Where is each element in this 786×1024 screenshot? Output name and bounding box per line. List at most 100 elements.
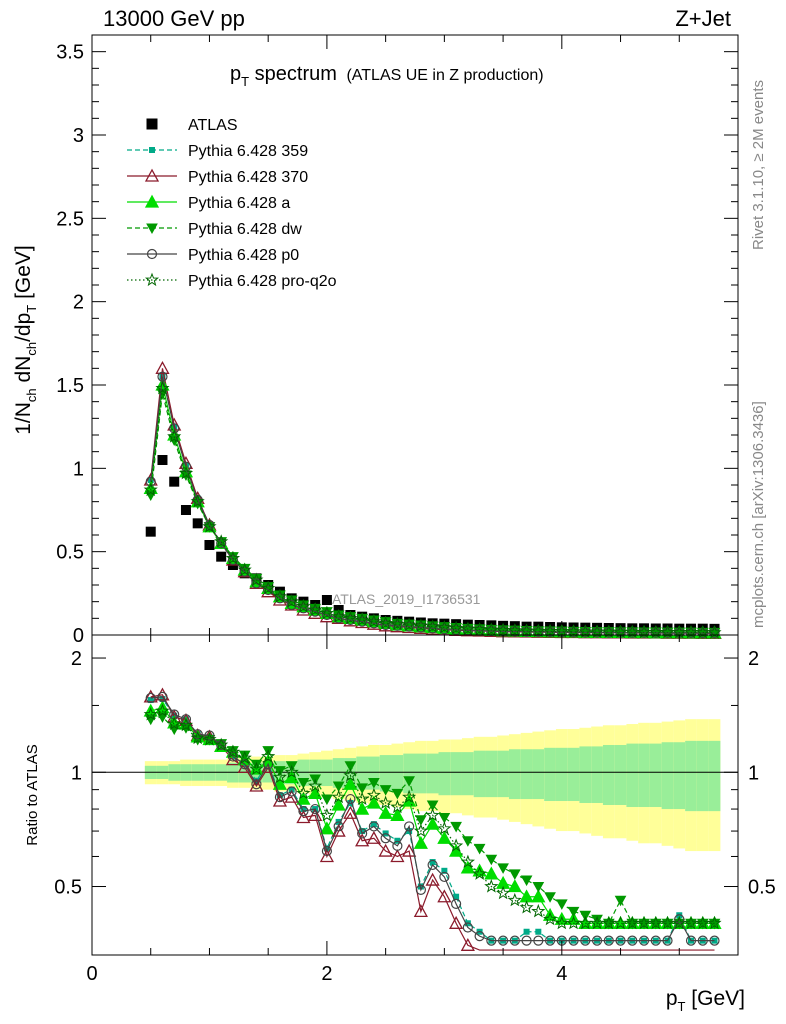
ratio-point <box>614 895 627 907</box>
ratio-point <box>378 805 393 819</box>
data-point <box>216 538 227 549</box>
chart-title: pT spectrum (ATLAS UE in Z production) <box>230 63 544 89</box>
data-point <box>237 562 252 577</box>
data-point <box>251 578 262 589</box>
ratio-point <box>709 935 720 946</box>
main-ytick-label: 2.5 <box>56 208 84 230</box>
series-6 <box>143 380 722 639</box>
band-stat <box>297 759 310 787</box>
data-point <box>178 465 194 480</box>
data-point <box>249 572 264 587</box>
ratio-point <box>425 808 440 822</box>
data-point <box>543 623 558 638</box>
ratio-point <box>227 751 239 762</box>
ratio-point <box>566 915 581 930</box>
ratio-point <box>331 823 346 837</box>
data-point <box>392 620 403 631</box>
ratio-point <box>578 915 593 930</box>
ratio-point <box>272 769 287 784</box>
ratio-point <box>300 806 307 813</box>
band-stat <box>532 749 545 800</box>
data-point <box>143 482 158 497</box>
data-point <box>509 626 520 637</box>
ratio-point <box>508 869 521 880</box>
ratio-point <box>417 883 424 890</box>
main-ytick-label: 3 <box>73 125 84 147</box>
legend-marker <box>146 118 158 130</box>
data-point <box>402 617 417 632</box>
ratio-point <box>613 915 628 930</box>
data-point <box>449 620 464 635</box>
ratio-point <box>310 803 321 815</box>
data-point <box>531 623 546 638</box>
ratio-point <box>296 791 311 805</box>
ratio-point <box>308 778 323 793</box>
ratio-point <box>441 867 448 874</box>
ratio-panel-frame <box>91 634 739 956</box>
ratio-point <box>180 714 192 725</box>
ratio-point <box>449 915 464 929</box>
ratio-point <box>343 776 358 790</box>
ratio-point <box>296 810 311 824</box>
main-ytick-label: 1 <box>73 458 84 480</box>
ratio-point <box>474 931 485 942</box>
ratio-point <box>216 739 227 751</box>
data-point <box>263 584 274 596</box>
data-point <box>662 627 673 639</box>
data-point <box>507 623 522 637</box>
data-point <box>204 540 215 550</box>
main-series <box>143 360 722 639</box>
ratio-point <box>368 777 380 789</box>
data-point <box>274 593 286 604</box>
ratio-point <box>308 785 323 799</box>
ratio-point <box>357 828 368 839</box>
ratio-point <box>497 863 509 874</box>
ratio-axis-ticks: 0.5 0.5 1 1 2 2 0 2 4 <box>54 635 776 985</box>
series-0 <box>145 455 720 634</box>
band-stat <box>473 750 486 798</box>
data-point <box>214 534 229 548</box>
data-point <box>415 622 426 633</box>
data-point <box>192 518 203 529</box>
legend-marker <box>144 272 160 287</box>
ratio-point <box>378 843 393 857</box>
band-stat <box>696 740 709 812</box>
ratio-point <box>368 821 379 832</box>
data-point <box>169 423 180 434</box>
ratio-point <box>507 879 522 893</box>
data-point <box>225 550 241 565</box>
ratio-point <box>462 836 474 847</box>
ratio-point <box>555 899 568 910</box>
ratio-point <box>648 915 663 930</box>
main-ytick-label: 0.5 <box>56 542 84 564</box>
band-stat <box>567 747 580 802</box>
watermark: ATLAS_2019_I1736531 <box>332 591 481 607</box>
ratio-point <box>535 928 542 935</box>
band-stat <box>544 747 556 802</box>
ratio-point <box>507 892 522 907</box>
band-stat <box>344 758 357 788</box>
ratio-point <box>462 922 473 933</box>
ratio-point <box>413 904 428 918</box>
ratio-point <box>543 911 558 926</box>
ratio-point <box>707 915 722 930</box>
ratio-point <box>413 823 428 838</box>
band-stat <box>497 750 509 798</box>
data-point <box>296 599 311 613</box>
data-point <box>239 566 250 577</box>
data-point <box>460 621 475 636</box>
ratio-point <box>520 875 533 887</box>
data-point <box>591 627 603 638</box>
legend-entry: Pythia 6.428 dw <box>127 221 302 238</box>
ratio-ytick-label: 2 <box>71 648 82 670</box>
svg-text:1/Nch dNch/dpT [GeV]: 1/Nch dNch/dpT [GeV] <box>12 245 39 435</box>
data-point <box>331 609 346 623</box>
ratio-point <box>366 787 381 802</box>
ratio-point <box>567 906 580 918</box>
band-stat <box>391 755 404 792</box>
ratio-point <box>685 935 697 946</box>
ratio-point <box>319 821 335 835</box>
ratio-point <box>192 729 203 740</box>
data-point <box>308 602 323 617</box>
band-stat <box>708 740 721 812</box>
